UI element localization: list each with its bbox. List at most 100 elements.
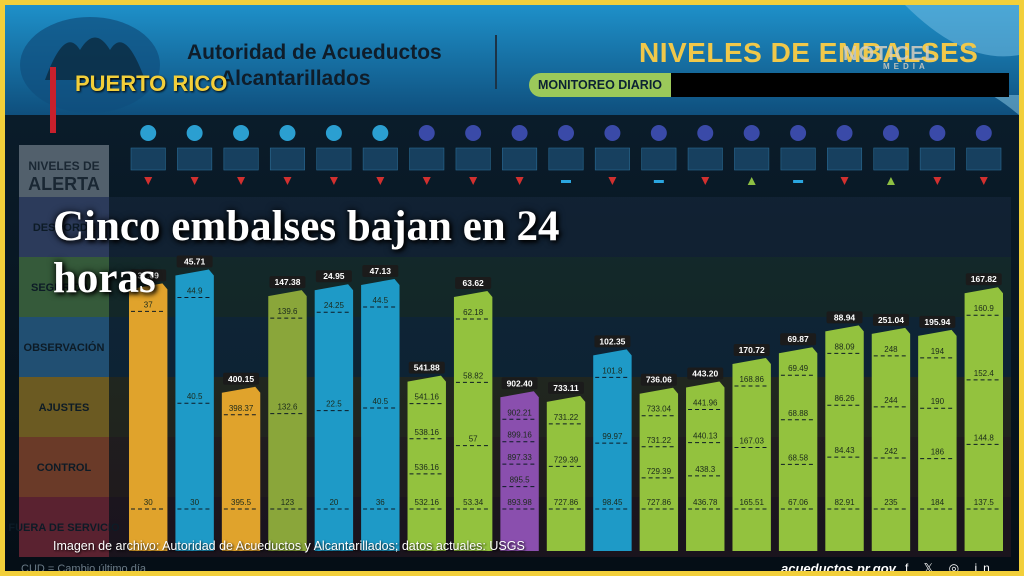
alert-band-label: FUERA DE SERVICIO (8, 522, 120, 534)
alert-band (19, 257, 109, 317)
watermark-logo: NOTICEL MEDIA (843, 43, 938, 71)
bar-value-bg (919, 315, 956, 328)
alert-band (19, 317, 109, 377)
trend-down-icon (283, 177, 292, 185)
bar-level-label: 248 (884, 345, 898, 354)
bar-level-label: 44.5 (373, 296, 389, 305)
bar-level-label: 538.16 (415, 428, 440, 437)
reservoir-name-box (409, 147, 445, 171)
subtitle-pill: MONITOREO DIARIO (529, 73, 671, 97)
bar-level-label: 123 (281, 498, 295, 507)
bar-value-bg (548, 381, 584, 394)
bar-value-label: 47.13 (370, 266, 392, 276)
reservoir-name-box (269, 147, 305, 171)
trend-down-icon (701, 177, 710, 185)
bar-level-label: 30 (144, 498, 153, 507)
bar-level-label: 68.88 (788, 409, 809, 418)
bar-level-label: 57 (469, 435, 478, 444)
bar-level-label: 44.9 (187, 286, 203, 295)
bar (221, 386, 261, 551)
bar-level-label: 235 (884, 498, 898, 507)
bar-value-label: 251.04 (878, 315, 904, 325)
bar-level-label: 438.3 (695, 465, 716, 474)
reservoir-name-box (687, 147, 723, 171)
reservoir-icon (650, 125, 667, 141)
bar-level-label: 132.6 (277, 403, 298, 412)
bar (732, 357, 771, 551)
trend-down-icon (979, 177, 988, 185)
bar-value-label: 63.62 (463, 278, 485, 288)
page-title-part2: MBALSES (837, 37, 979, 68)
region-label: PUERTO RICO (75, 71, 228, 96)
bar (407, 375, 446, 551)
bar-level-label: 440.13 (693, 432, 718, 441)
bar-level-label: 84.43 (835, 446, 856, 455)
subtitle-bar (671, 73, 1009, 97)
bar (361, 279, 400, 551)
bar-level-label: 36 (376, 498, 385, 507)
page-title: NIVELES DE EMBALSES (639, 37, 978, 69)
alert-band-label: SEGURIDAD (31, 282, 97, 294)
bar-value-label: 902.40 (507, 378, 533, 388)
bar-level-label: 86.26 (835, 394, 856, 403)
reservoir-icon (929, 125, 946, 141)
image-credit: Imagen de archivo: Autoridad de Acueduct… (53, 539, 525, 553)
bar-level-label: 137.5 (974, 498, 995, 507)
bar-level-label: 144.8 (974, 433, 995, 442)
bar-level-label: 165.51 (739, 498, 764, 507)
bar-value-bg (223, 372, 260, 385)
bar-value-bg (687, 367, 724, 380)
reservoir-name-box (780, 147, 816, 171)
bar-value-label: 69.87 (787, 334, 809, 344)
alert-levels-title-line1: NIVELES DE (28, 159, 99, 173)
reservoir-name-box (827, 147, 863, 171)
watermark-text: NOTICEL (843, 43, 938, 65)
bar-value-label: 88.94 (834, 312, 856, 322)
bar-level-label: 441.96 (693, 399, 718, 408)
trend-steady-icon (653, 180, 664, 183)
region-accent-bar (50, 67, 56, 133)
bar-level-label: 24.25 (324, 301, 345, 310)
bar-value-bg (315, 270, 352, 283)
bar-level-label: 160.9 (974, 304, 995, 313)
social-icons[interactable]: f 𝕏 ◎ in ▶ (905, 561, 996, 575)
reservoir-icon (836, 125, 853, 141)
bar-value-bg (130, 269, 167, 282)
footer-url[interactable]: acueductos.pr.gov (781, 561, 896, 576)
reservoir-icon (279, 125, 296, 141)
bar-level-label: 899.16 (507, 431, 532, 440)
alert-levels-header-bg (19, 145, 109, 197)
bar-level-label: 139.6 (277, 307, 298, 316)
reservoir-icon (186, 125, 203, 141)
reservoir-icon (511, 125, 528, 141)
trend-down-icon (329, 177, 338, 185)
bar-value-bg (872, 313, 909, 326)
bar-level-label: 395.5 (231, 498, 252, 507)
reservoir-name-box (316, 147, 352, 171)
reservoir-icon (372, 125, 389, 141)
bar-level-label: 58.82 (463, 371, 484, 380)
reservoir-name-box (177, 147, 213, 171)
reservoir-icon (604, 125, 621, 141)
bar-level-label: 82.91 (835, 498, 856, 507)
bar (546, 395, 586, 551)
bar-value-bg (362, 265, 399, 278)
bar-value-label: 102.35 (599, 336, 625, 346)
reservoir-icon (233, 125, 250, 141)
bar-value-label: 24.95 (323, 271, 345, 281)
bar-level-label: 897.33 (507, 453, 532, 462)
reservoir-icon (325, 125, 342, 141)
reservoir-name-box (641, 147, 677, 171)
bar-value-label: 170.72 (739, 345, 765, 355)
trend-down-icon (469, 177, 478, 185)
org-name-line1: Autoridad de Acueductos (187, 41, 442, 64)
bar-level-label: 731.22 (554, 413, 579, 422)
bar-value-bg (640, 373, 677, 386)
bar-value-label: 733.11 (553, 383, 579, 393)
bar-value-label: 167.82 (971, 274, 997, 284)
bar-value-bg (455, 276, 492, 289)
bar (871, 327, 911, 551)
reservoir-icon (558, 125, 574, 141)
bar (964, 287, 1003, 551)
bar-value-bg (269, 276, 306, 289)
